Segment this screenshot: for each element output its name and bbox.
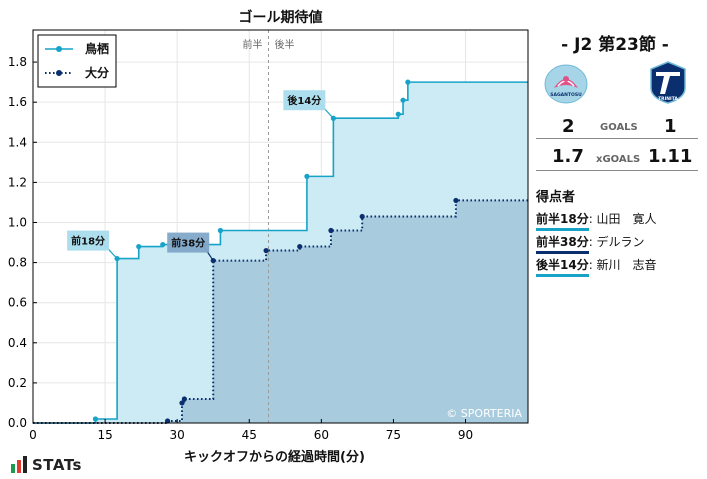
divider (536, 170, 698, 171)
legend-marker (56, 70, 62, 76)
home-goals: 2 (562, 116, 575, 137)
home-team-logo: SAGANTOSU (544, 64, 588, 104)
area-1 (33, 200, 528, 423)
y-tick-label: 0.8 (8, 256, 27, 270)
stats-logo-icon (11, 456, 27, 473)
chart-title: ゴール期待値 (239, 9, 323, 26)
xgoals-label: xGOALS (596, 154, 641, 165)
svg-text:TRINITA: TRINITA (658, 96, 678, 102)
data-point (181, 396, 187, 402)
data-point (92, 416, 99, 422)
divider (536, 138, 698, 139)
y-tick-label: 0.6 (8, 296, 27, 310)
stats-brand: STATs (32, 456, 82, 474)
scorer-item: 前半18分: 山田 寛人 (536, 210, 657, 231)
xgoals-row: 1.7 xGOALS 1.11 (536, 146, 698, 172)
y-tick-label: 0.0 (8, 416, 27, 430)
data-point (179, 400, 185, 406)
y-tick-label: 1.0 (8, 215, 27, 229)
scorer-name: : デルラン (588, 235, 645, 249)
scorers-title: 得点者 (536, 190, 576, 205)
scorer-time: 前半18分 (536, 210, 589, 231)
data-point (217, 227, 224, 234)
annotation-box (167, 232, 210, 253)
y-tick-label: 1.2 (8, 175, 27, 189)
data-point (304, 173, 310, 179)
scorer-item: 後半14分: 新川 志音 (536, 256, 657, 277)
x-tick-label: 15 (97, 428, 112, 442)
data-point (453, 197, 459, 204)
annotation-label: 前38分 (171, 237, 205, 250)
data-point (395, 111, 401, 117)
data-point (160, 241, 166, 248)
x-tick-label: 30 (170, 428, 185, 442)
svg-text:SAGANTOSU: SAGANTOSU (550, 92, 582, 98)
halftime-second-label: 後半 (274, 38, 294, 51)
match-title: - J2 第23節 - (561, 35, 669, 55)
legend-marker (56, 46, 62, 52)
y-tick-label: 1.4 (8, 135, 27, 149)
x-tick-label: 60 (314, 428, 329, 442)
annotation-label: 後14分 (287, 94, 321, 107)
x-tick-label: 75 (386, 428, 401, 442)
x-axis-label: キックオフからの経過時間(分) (184, 449, 365, 465)
annotation-box (283, 90, 326, 111)
home-xg: 1.7 (552, 146, 584, 167)
data-point (405, 79, 411, 85)
halftime-first-label: 前半 (242, 38, 262, 51)
x-tick-label: 45 (242, 428, 257, 442)
legend-box (37, 34, 117, 88)
data-point (400, 97, 406, 103)
legend-label: 大分 (85, 65, 109, 80)
series-line-0 (33, 81, 528, 424)
x-tick-label: 90 (458, 428, 473, 442)
watermark: © SPORTERIA (446, 407, 522, 420)
away-team-logo: TRINITA (650, 61, 686, 104)
scorer-time: 後半14分 (536, 256, 589, 277)
x-tick-label: 0 (29, 428, 37, 442)
y-tick-label: 0.2 (8, 376, 27, 390)
data-point (297, 243, 303, 250)
goals-row: 2 GOALS 1 (536, 116, 698, 142)
annotation-label: 前18分 (71, 235, 105, 248)
away-xg: 1.11 (648, 146, 693, 167)
away-goals: 1 (664, 116, 677, 137)
scorer-item: 前半38分: デルラン (536, 233, 645, 254)
data-point (263, 247, 269, 254)
plot-frame (32, 29, 529, 424)
scorer-name: : 新川 志音 (588, 258, 657, 272)
goals-label: GOALS (600, 122, 638, 133)
y-tick-label: 0.4 (8, 336, 27, 350)
data-point (136, 243, 142, 250)
y-tick-label: 1.6 (8, 95, 27, 109)
scorer-time: 前半38分 (536, 233, 589, 254)
y-tick-label: 1.8 (8, 55, 27, 69)
data-point (164, 418, 171, 424)
scorer-name: : 山田 寛人 (588, 212, 657, 226)
data-point (359, 213, 365, 220)
legend-label: 鳥栖 (85, 41, 109, 56)
annotation-box (67, 230, 110, 251)
data-point (328, 227, 334, 234)
